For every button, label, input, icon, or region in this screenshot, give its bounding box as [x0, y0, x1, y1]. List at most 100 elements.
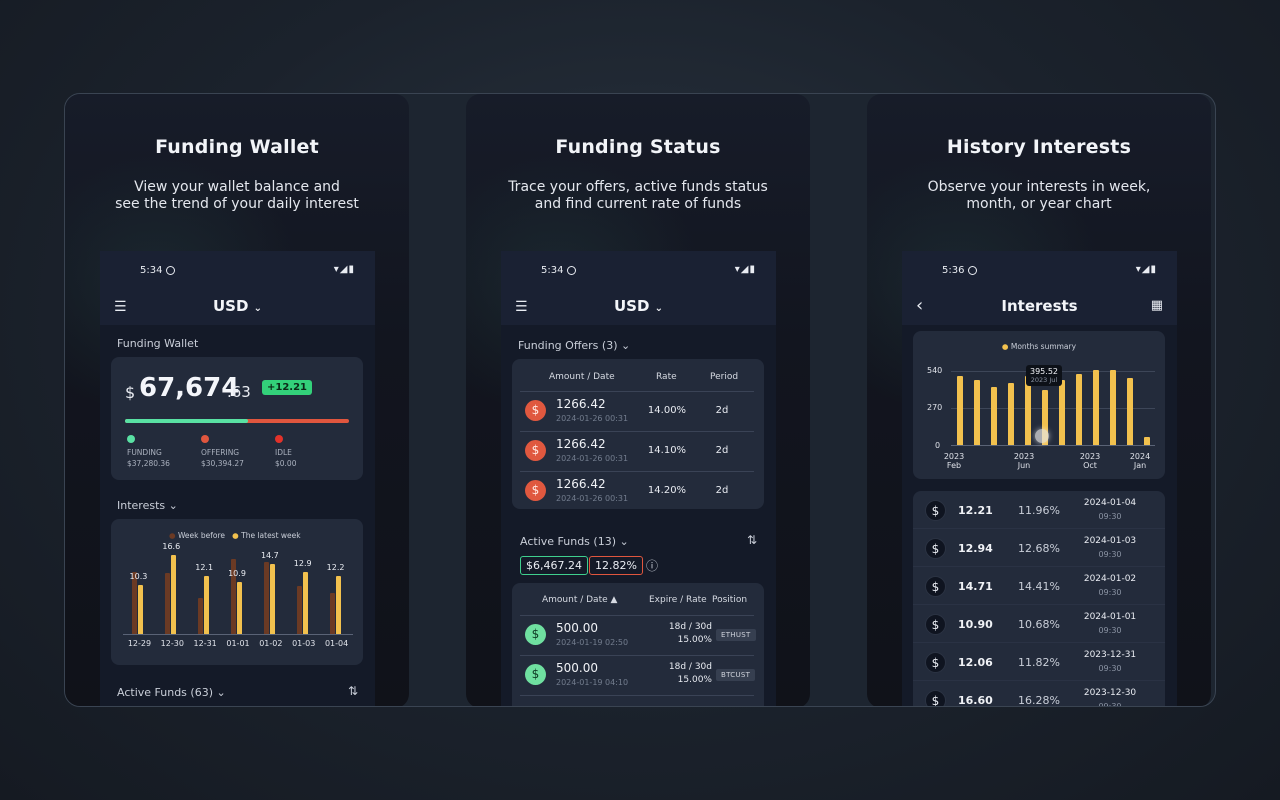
- interest-time: 09:30: [1098, 626, 1122, 635]
- bar-data-label: 14.7: [260, 550, 279, 560]
- offer-amount: 1266.42: [556, 397, 606, 411]
- legend-week-before: Week before: [177, 531, 226, 540]
- th-position[interactable]: Position: [712, 595, 748, 605]
- bar-latest-week: [171, 554, 177, 634]
- interest-rate: 14.41%: [1018, 580, 1060, 593]
- page-title: Interests: [1001, 297, 1078, 315]
- bar-month[interactable]: [1058, 380, 1065, 445]
- bar-latest-week: [302, 572, 308, 634]
- interest-amount: 10.90: [958, 618, 993, 631]
- bar-month[interactable]: [1126, 377, 1133, 445]
- bar-latest-week: [269, 563, 275, 634]
- list-item[interactable]: $16.60 16.28% 2023-12-30 09:30: [913, 681, 1165, 706]
- interests-selector[interactable]: Interests ⌄: [117, 499, 178, 512]
- bar-data-label: 10.9: [228, 568, 246, 578]
- currency-selector[interactable]: USD ⌄: [501, 297, 776, 315]
- bar-month[interactable]: [1109, 370, 1116, 445]
- bar-latest-week: [138, 584, 144, 634]
- bar-week-before: [263, 562, 269, 634]
- funding-breakdown: FUNDING $37,280.36: [127, 447, 170, 469]
- balance-currency-symbol: $: [125, 383, 136, 402]
- fund-amount: 500.00: [556, 621, 598, 635]
- bar-month[interactable]: [956, 376, 963, 445]
- interest-rate: 11.96%: [1018, 504, 1060, 517]
- table-row[interactable]: $ 1266.42 2024-01-26 00:31 14.00% 2d: [512, 392, 764, 432]
- dnd-icon: [968, 266, 977, 275]
- x-tick: 2023 Feb: [943, 452, 965, 470]
- sort-icon[interactable]: ⇅: [347, 684, 358, 698]
- offer-period: 2d: [715, 445, 729, 456]
- sort-icon[interactable]: ⇅: [746, 533, 757, 547]
- offer-amount: 1266.42: [556, 437, 606, 451]
- bar-month[interactable]: [990, 387, 997, 445]
- wifi-signal-battery-icon: ▾◢▮: [333, 264, 355, 275]
- bar-data-label: 16.6: [162, 541, 181, 551]
- bar-week-before: [296, 586, 302, 634]
- offers-label: Funding Offers (3): [518, 339, 618, 352]
- back-arrow-icon[interactable]: ‹: [916, 295, 924, 316]
- active-funds-selector[interactable]: Active Funds (13) ⌄: [520, 535, 629, 548]
- active-funds-selector[interactable]: Active Funds (63) ⌄: [117, 686, 226, 699]
- th-rate[interactable]: Rate: [656, 372, 677, 382]
- table-row[interactable]: $ 500.00 2024-01-19 04:10 18d / 30d 15.00…: [512, 656, 764, 696]
- th-expire-rate[interactable]: Expire / Rate: [649, 595, 707, 605]
- list-item[interactable]: $12.94 12.68% 2024-01-03 09:30: [913, 529, 1165, 567]
- bar-data-label: 12.9: [293, 559, 312, 569]
- balance-integer: 67,674: [139, 373, 240, 403]
- bar-month[interactable]: [1092, 370, 1099, 445]
- list-item[interactable]: $14.71 14.41% 2024-01-02 09:30: [913, 567, 1165, 605]
- offer-period: 2d: [715, 405, 729, 416]
- table-row[interactable]: $ 1266.42 2024-01-26 00:31 14.20% 2d: [512, 472, 764, 512]
- table-row[interactable]: $ 500.00 2024-01-19 02:50 18d / 30d 15.00…: [512, 616, 764, 656]
- th-amount-date[interactable]: Amount / Date: [549, 372, 615, 382]
- offers-selector[interactable]: Funding Offers (3) ⌄: [518, 339, 630, 352]
- card-subtitle-line: Trace your offers, active funds status: [508, 179, 768, 195]
- allocation-bar: [125, 419, 349, 423]
- legend-dot: ●: [1001, 342, 1009, 351]
- bar-week-before: [165, 572, 171, 634]
- x-tick: 01-03: [292, 639, 316, 648]
- info-icon[interactable]: ⓘ: [646, 559, 659, 573]
- x-tick: 12-31: [193, 639, 217, 648]
- bar-month[interactable]: [973, 380, 980, 445]
- bar-month[interactable]: [1041, 390, 1048, 445]
- list-item[interactable]: $12.21 11.96% 2024-01-04 09:30: [913, 491, 1165, 529]
- currency-selector[interactable]: USD ⌄: [100, 297, 375, 315]
- list-item[interactable]: $10.90 10.68% 2024-01-01 09:30: [913, 605, 1165, 643]
- offering-dot: [201, 435, 209, 443]
- bar-latest-week: [237, 581, 242, 634]
- phone-screen: 5:36 ▾◢▮ ‹ Interests ▦ ● Months summary …: [902, 251, 1177, 706]
- wallet-balance-panel: $ 67,674 .63 +12.21 FUNDING $37,280.36 OF…: [111, 357, 363, 480]
- weekly-interest-chart: ● Week before ● The latest week 10.3 16.6…: [111, 519, 363, 665]
- offer-date: 2024-01-26 00:31: [556, 454, 629, 463]
- bar-month[interactable]: [1024, 375, 1031, 445]
- phone-screen: 5:34 ▾◢▮ ☰ USD ⌄ Funding Wallet $ 67,674…: [100, 251, 375, 706]
- table-row[interactable]: $ 1266.42 2024-01-26 00:31 14.10% 2d: [512, 432, 764, 472]
- x-tick: 01-04: [324, 639, 349, 648]
- offer-period: 2d: [715, 485, 729, 496]
- offer-date: 2024-01-26 00:31: [556, 494, 629, 503]
- bar-month[interactable]: [1075, 374, 1082, 445]
- interest-date: 2024-01-04 09:30: [1075, 497, 1145, 524]
- interest-date: 2024-01-01 09:30: [1075, 611, 1145, 638]
- card-funding-wallet: Funding Wallet View your wallet balance …: [65, 94, 409, 706]
- dollar-coin-icon: $: [525, 400, 546, 421]
- gridline: [951, 408, 1155, 409]
- dnd-icon: [567, 266, 576, 275]
- th-period[interactable]: Period: [710, 372, 739, 382]
- x-tick: 2024 Jan: [1129, 452, 1151, 470]
- interest-date-day: 2024-01-03: [1083, 536, 1137, 546]
- calendar-icon[interactable]: ▦: [1150, 298, 1163, 313]
- status-time: 5:34: [140, 265, 163, 276]
- bar-month[interactable]: [1143, 437, 1150, 445]
- dnd-icon: [166, 266, 175, 275]
- weekly-plot-area: 10.3 16.6 12.1 10.9 14.7 12.9 12.2: [123, 542, 353, 635]
- active-rate-badge: 12.82%: [589, 556, 643, 575]
- list-item[interactable]: $12.06 11.82% 2023-12-31 09:30: [913, 643, 1165, 681]
- fund-date: 2024-01-19 04:10: [556, 678, 629, 687]
- bar-month[interactable]: [1007, 382, 1014, 445]
- menu-icon[interactable]: ☰: [515, 299, 528, 315]
- th-amount-date[interactable]: Amount / Date ▲: [542, 595, 618, 605]
- position-tag: ETHUST: [716, 629, 756, 641]
- menu-icon[interactable]: ☰: [114, 299, 127, 315]
